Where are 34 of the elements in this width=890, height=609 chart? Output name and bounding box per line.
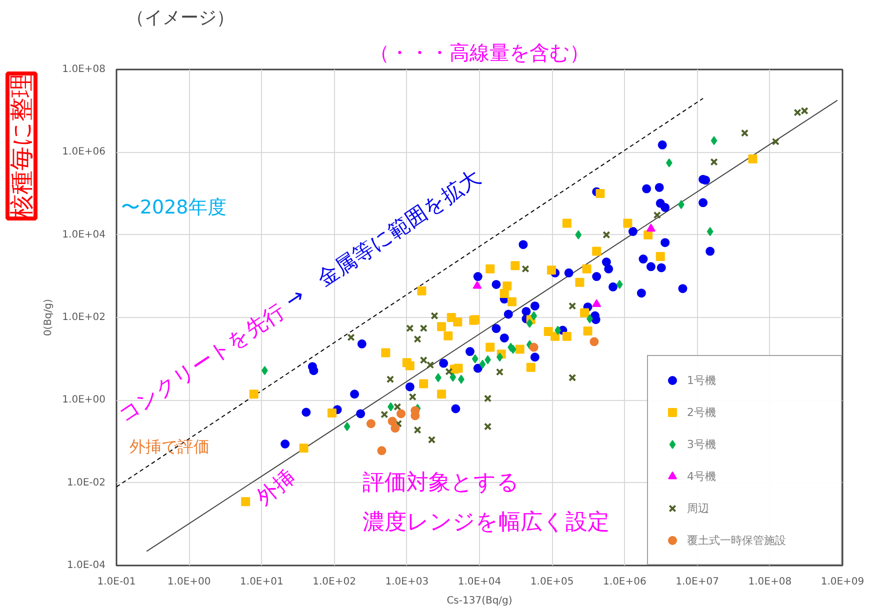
y-tick-label: 1.0E-02 <box>66 477 106 488</box>
x-tick-label: 1.0E+01 <box>240 576 284 588</box>
legend-label: 3号機 <box>687 436 717 452</box>
legend-label: 4号機 <box>687 468 717 484</box>
x-tick-label: 1.0E+02 <box>312 576 356 588</box>
y-tick-label: 1.0E+06 <box>62 146 106 158</box>
x-tick-label: 1.0E+09 <box>820 576 864 588</box>
x-tick-label: 1.0E+08 <box>748 576 792 588</box>
x-tick-label: 1.0E+05 <box>530 576 574 588</box>
y-tick-label: 1.0E+04 <box>62 229 106 240</box>
legend-label: 1号機 <box>687 372 717 388</box>
annotation: 〜2028年度 <box>120 196 226 218</box>
y-tick-label: 1.0E+08 <box>62 64 106 75</box>
y-tick-label: 1.0E-04 <box>66 560 106 571</box>
text: 核種毎に整理 <box>8 74 36 220</box>
x-tick-label: 1.0E+07 <box>676 576 719 588</box>
annotation: 濃度レンジを幅広く設定 <box>362 510 610 536</box>
x-tick-label: 1.0E+06 <box>603 576 646 588</box>
chart-title: （イメージ） <box>126 8 234 28</box>
x-tick-label: 1.0E+04 <box>458 576 502 588</box>
x-tick-label: 1.0E+00 <box>167 576 211 588</box>
legend-label: 覆土式一時保管施設 <box>687 532 787 548</box>
y-tick-label: 1.0E+02 <box>62 312 106 323</box>
x-axis-title: Cs-137(Bq/g) <box>446 596 512 606</box>
y-axis-title: 0(Bq/g) <box>43 298 54 336</box>
annotation: 外挿 <box>252 464 300 510</box>
x-tick-label: 1.0E-01 <box>97 576 136 588</box>
x-tick-label: 1.0E+03 <box>385 576 429 588</box>
y-tick-label: 1.0E+00 <box>62 394 106 406</box>
legend-label: 周辺 <box>687 500 710 516</box>
annotation: 評価対象とする <box>362 470 520 496</box>
text: （・・・高線量を含む） <box>370 40 590 64</box>
legend-label: 2号機 <box>687 404 717 420</box>
annotation: 外挿で評価 <box>129 436 210 456</box>
